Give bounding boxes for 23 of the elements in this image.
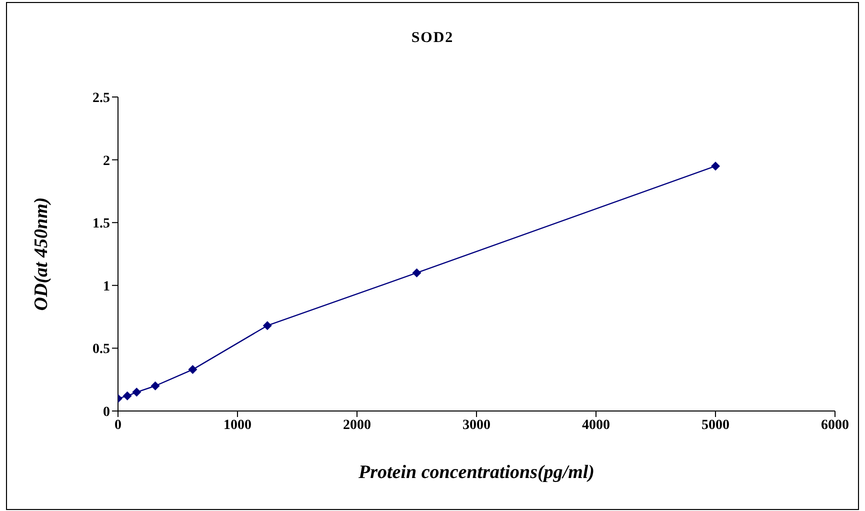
x-tick-label: 5000 — [702, 418, 730, 433]
y-tick-label: 1.5 — [92, 216, 110, 232]
point — [711, 162, 720, 171]
y-tick-label: 1 — [103, 279, 110, 294]
chart-title: SOD2 — [410, 30, 455, 47]
point — [122, 391, 132, 400]
x-axis-title: Protein concentrations(pg/ml) — [358, 462, 596, 484]
y-axis-title: OD(at 450nm) — [31, 197, 53, 311]
point — [188, 365, 198, 374]
point — [150, 381, 160, 390]
point — [132, 388, 142, 397]
x-tick-label: 6000 — [821, 418, 849, 433]
y-tick-label: 0 — [103, 404, 110, 420]
y-tick-label: 0.5 — [92, 342, 110, 358]
x-tick-label: 4000 — [582, 418, 610, 433]
x-tick-label: 2000 — [343, 418, 371, 433]
x-tick-label: 3000 — [462, 418, 490, 433]
point — [262, 321, 272, 330]
y-tick-label: 2 — [103, 154, 110, 169]
y-tick-label: 2.5 — [92, 90, 110, 106]
point — [412, 268, 422, 278]
x-tick-label: 0 — [114, 418, 122, 433]
x-tick-label: 1000 — [224, 418, 252, 433]
